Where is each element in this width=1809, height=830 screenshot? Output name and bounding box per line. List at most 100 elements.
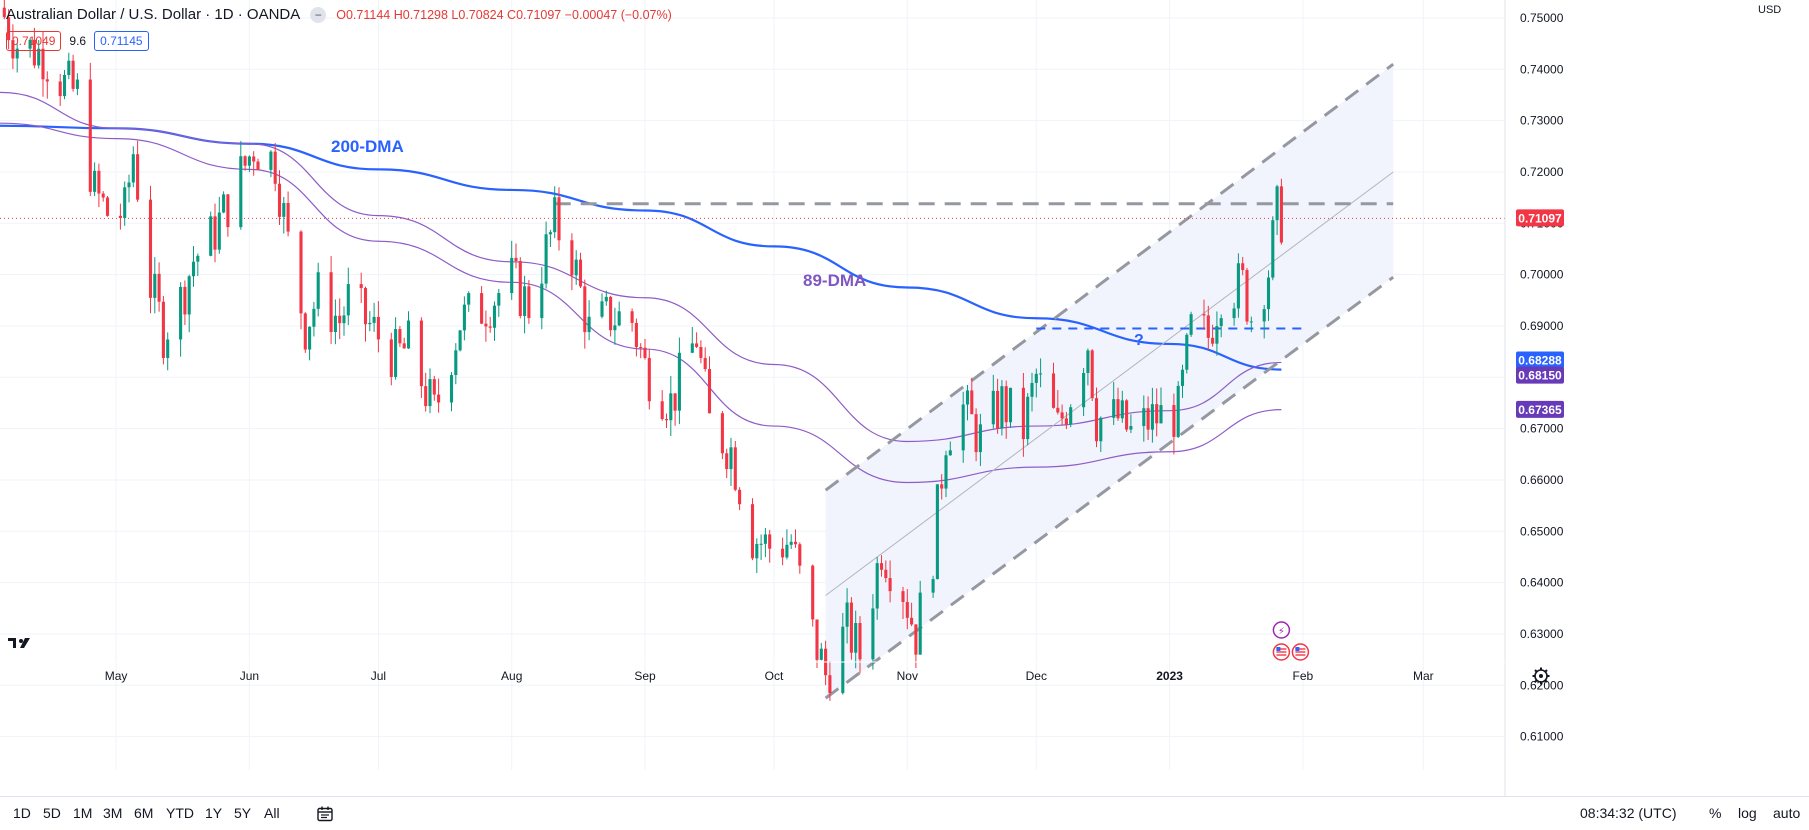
candle-body	[7, 17, 11, 41]
range-button-all[interactable]: All	[264, 805, 280, 821]
candle-body	[768, 534, 772, 549]
collapse-icon[interactable]: −	[310, 6, 327, 23]
candle-body	[41, 48, 45, 80]
candle-body	[750, 504, 755, 559]
clock-time[interactable]: 08:34:32 (UTC)	[1580, 805, 1677, 821]
auto-scale-button[interactable]: auto	[1773, 805, 1801, 821]
candle-body	[329, 272, 333, 333]
ma200-annotation: 200-DMA	[331, 137, 404, 156]
currency-label[interactable]: USD	[1758, 4, 1782, 16]
ohlc-high: H0.71298	[393, 7, 448, 22]
flag-canton	[1295, 647, 1300, 651]
candle-body	[1176, 385, 1180, 437]
candle-body	[437, 394, 441, 403]
range-button-3m[interactable]: 3M	[103, 805, 123, 821]
candle-body	[131, 154, 135, 183]
price-tag: 0.67365	[1516, 400, 1564, 418]
candle-body	[166, 339, 170, 358]
candle-body	[798, 544, 802, 566]
candle-body	[488, 326, 492, 328]
candle-body	[639, 347, 643, 349]
calendar-range-icon[interactable]	[316, 805, 334, 826]
bottom-toolbar: 1D 5D 1M 3M 6M YTD 1Y 5Y All 08:34:32 (UTC) % lo…	[0, 796, 1809, 830]
candle-body	[1000, 386, 1004, 429]
candle-body	[1082, 372, 1086, 408]
ask-price-button[interactable]: 0.71145	[94, 31, 149, 51]
candle-body	[1232, 308, 1236, 319]
candle-body	[346, 284, 350, 316]
candle-body	[277, 183, 282, 217]
candle-body	[1172, 405, 1176, 437]
price-tick-label: 0.70000	[1520, 268, 1564, 282]
time-tick-label: Sep	[634, 669, 656, 683]
candle-body	[914, 624, 918, 655]
candle-body	[570, 240, 574, 276]
candle-body	[458, 330, 462, 351]
time-tick-label: May	[105, 669, 128, 683]
candle-body	[634, 322, 638, 348]
candle-body	[763, 534, 767, 544]
candle-body	[45, 79, 49, 82]
spread-value: 9.6	[69, 34, 87, 48]
lightning-event-icon[interactable]	[1272, 621, 1291, 639]
candle-body	[1266, 277, 1271, 310]
candle-body	[1262, 309, 1266, 322]
candle-body	[1034, 373, 1038, 383]
candle-body	[935, 484, 939, 580]
candle-body	[136, 154, 140, 200]
percent-scale-button[interactable]: %	[1709, 805, 1722, 821]
range-button-1m[interactable]: 1M	[73, 805, 93, 821]
candle-body	[153, 273, 157, 298]
channel-fill	[825, 64, 1394, 699]
ohlc-close: C0.71097	[507, 7, 562, 22]
candle-body	[1155, 404, 1159, 424]
candle-body	[239, 156, 243, 228]
gear-tooth	[1534, 679, 1538, 683]
range-button-6m[interactable]: 6M	[134, 805, 154, 821]
candle-body	[1056, 407, 1060, 413]
candle-body	[888, 578, 892, 592]
candle-body	[514, 257, 518, 262]
candle-body	[222, 194, 226, 213]
symbol-title[interactable]: Australian Dollar / U.S. Dollar · 1D · O…	[6, 6, 301, 23]
range-button-1d[interactable]: 1D	[13, 805, 31, 821]
log-scale-button[interactable]: log	[1738, 805, 1757, 821]
candle-body	[1064, 418, 1068, 425]
candle-body	[62, 74, 67, 97]
candle-body	[454, 350, 458, 376]
candle-body	[196, 255, 200, 262]
price-tag-label: 0.68288	[1518, 354, 1562, 368]
candle-body	[372, 316, 376, 323]
range-button-ytd[interactable]: YTD	[166, 805, 194, 821]
tradingview-logo-icon	[8, 638, 16, 648]
candle-body	[703, 357, 707, 370]
candle-body	[1039, 373, 1043, 375]
range-button-5y[interactable]: 5Y	[234, 805, 252, 821]
candle-body	[492, 305, 497, 328]
candle-body	[974, 414, 978, 453]
candle-body	[1279, 186, 1283, 243]
price-tag-label: 0.68150	[1518, 369, 1562, 383]
candle-body	[1215, 326, 1219, 344]
candle-body	[376, 316, 380, 340]
candle-body	[1142, 408, 1146, 427]
bid-price-button[interactable]: 0.71049	[6, 31, 62, 51]
candle-body	[333, 315, 337, 333]
candle-body	[58, 81, 62, 97]
candle-body	[948, 450, 952, 456]
ohlc-change: −0.00047 (−0.07%)	[564, 7, 672, 22]
tradingview-logo-dot	[19, 639, 23, 643]
range-button-5d[interactable]: 5D	[43, 805, 61, 821]
candle-body	[432, 379, 436, 395]
candle-body	[1094, 398, 1099, 442]
time-tick-label: Jun	[240, 669, 259, 683]
bid-ask-row: 0.71049 9.6 0.71145	[6, 31, 149, 51]
candle-body	[871, 608, 875, 660]
candle-body	[996, 390, 1000, 429]
candle-body	[252, 156, 256, 162]
candle-body	[785, 544, 789, 558]
flag-canton	[1276, 647, 1281, 651]
candle-body	[342, 315, 346, 324]
range-button-1y[interactable]: 1Y	[205, 805, 223, 821]
